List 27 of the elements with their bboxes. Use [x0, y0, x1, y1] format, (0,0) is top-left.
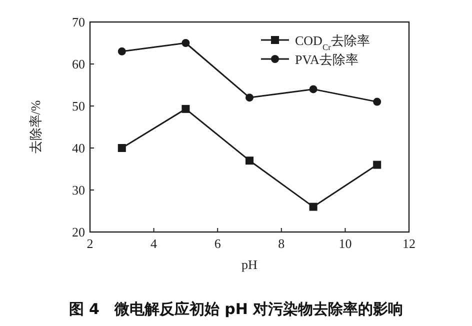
x-axis-title: pH — [242, 257, 258, 272]
x-tick-label: 6 — [214, 236, 222, 251]
x-tick-label: 10 — [338, 236, 352, 251]
y-axis-title: 去除率/% — [28, 100, 43, 154]
point — [246, 94, 254, 102]
legend-label: PVA去除率 — [295, 52, 358, 67]
y-tick-label: 50 — [72, 98, 85, 114]
y-tick-label: 30 — [72, 182, 85, 198]
point — [246, 156, 254, 165]
y-tick-label: 60 — [72, 56, 85, 72]
point — [182, 104, 190, 113]
point — [118, 144, 126, 152]
y-tick-label: 20 — [72, 224, 85, 240]
point — [309, 85, 318, 94]
text: 图 4 微电解反应初始 pH 对污染物去除率的影响 — [68, 300, 404, 318]
point — [373, 160, 382, 169]
point — [118, 47, 126, 56]
point — [373, 98, 382, 106]
y-tick-label: 70 — [72, 14, 85, 30]
point — [309, 202, 318, 211]
point — [182, 39, 190, 47]
x-tick-label: 8 — [278, 236, 285, 251]
x-tick-label: 2 — [86, 236, 94, 251]
legend-label: COD$_{Cr}$去除率 — [295, 33, 370, 52]
y-tick-label: 40 — [72, 140, 85, 156]
x-tick-label: 4 — [150, 236, 158, 251]
x-tick-label: 12 — [402, 236, 416, 251]
